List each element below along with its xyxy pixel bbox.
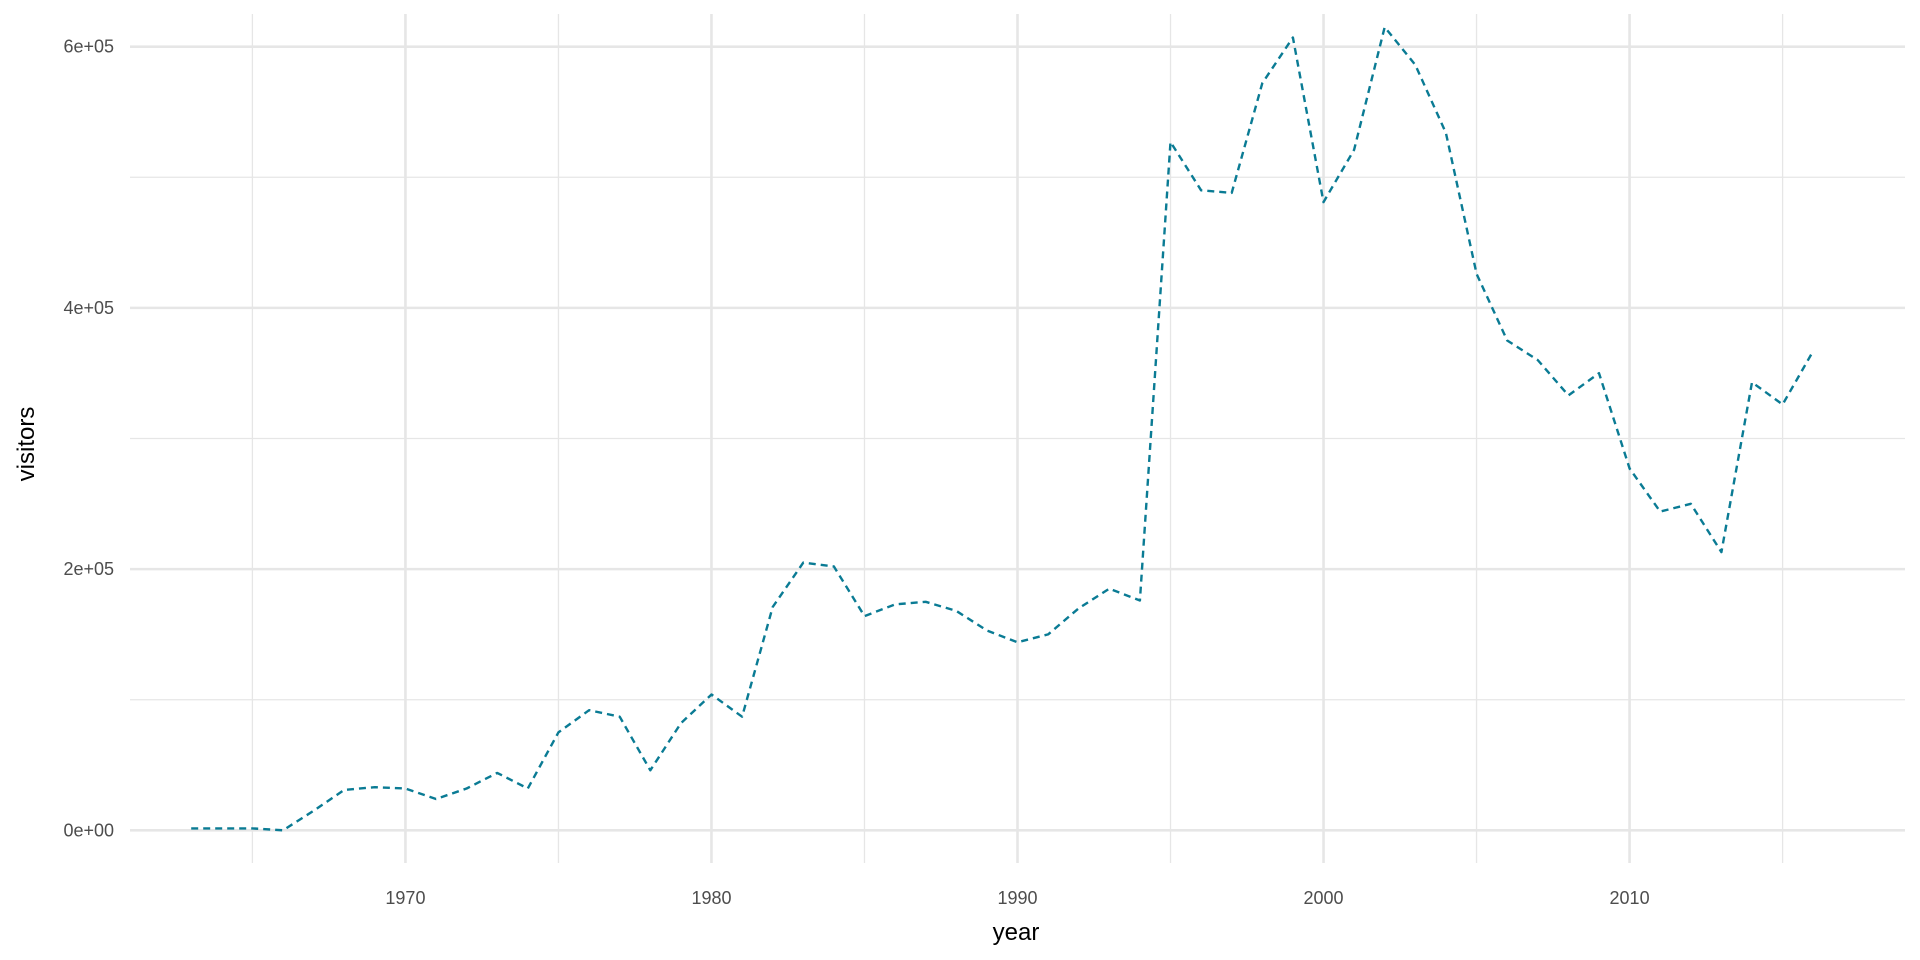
series-layer (191, 25, 1815, 832)
x-axis-title: year (993, 919, 1040, 946)
y-axis-ticks: 0e+00 2e+05 4e+05 6e+05 (63, 37, 114, 841)
x-tick-label: 2010 (1610, 888, 1650, 908)
y-tick-label: 0e+00 (63, 820, 114, 840)
x-tick-label: 2000 (1304, 888, 1344, 908)
x-tick-label: 1970 (385, 888, 425, 908)
x-axis-ticks: 1970 1980 1990 2000 2010 (385, 888, 1649, 908)
y-tick-label: 4e+05 (63, 298, 114, 318)
grid (130, 14, 1905, 863)
series-line-0 (191, 25, 1815, 832)
y-tick-label: 2e+05 (63, 559, 114, 579)
y-axis-title: visitors (13, 407, 40, 482)
y-tick-label: 6e+05 (63, 37, 114, 57)
x-tick-label: 1990 (997, 888, 1037, 908)
x-tick-label: 1980 (691, 888, 731, 908)
